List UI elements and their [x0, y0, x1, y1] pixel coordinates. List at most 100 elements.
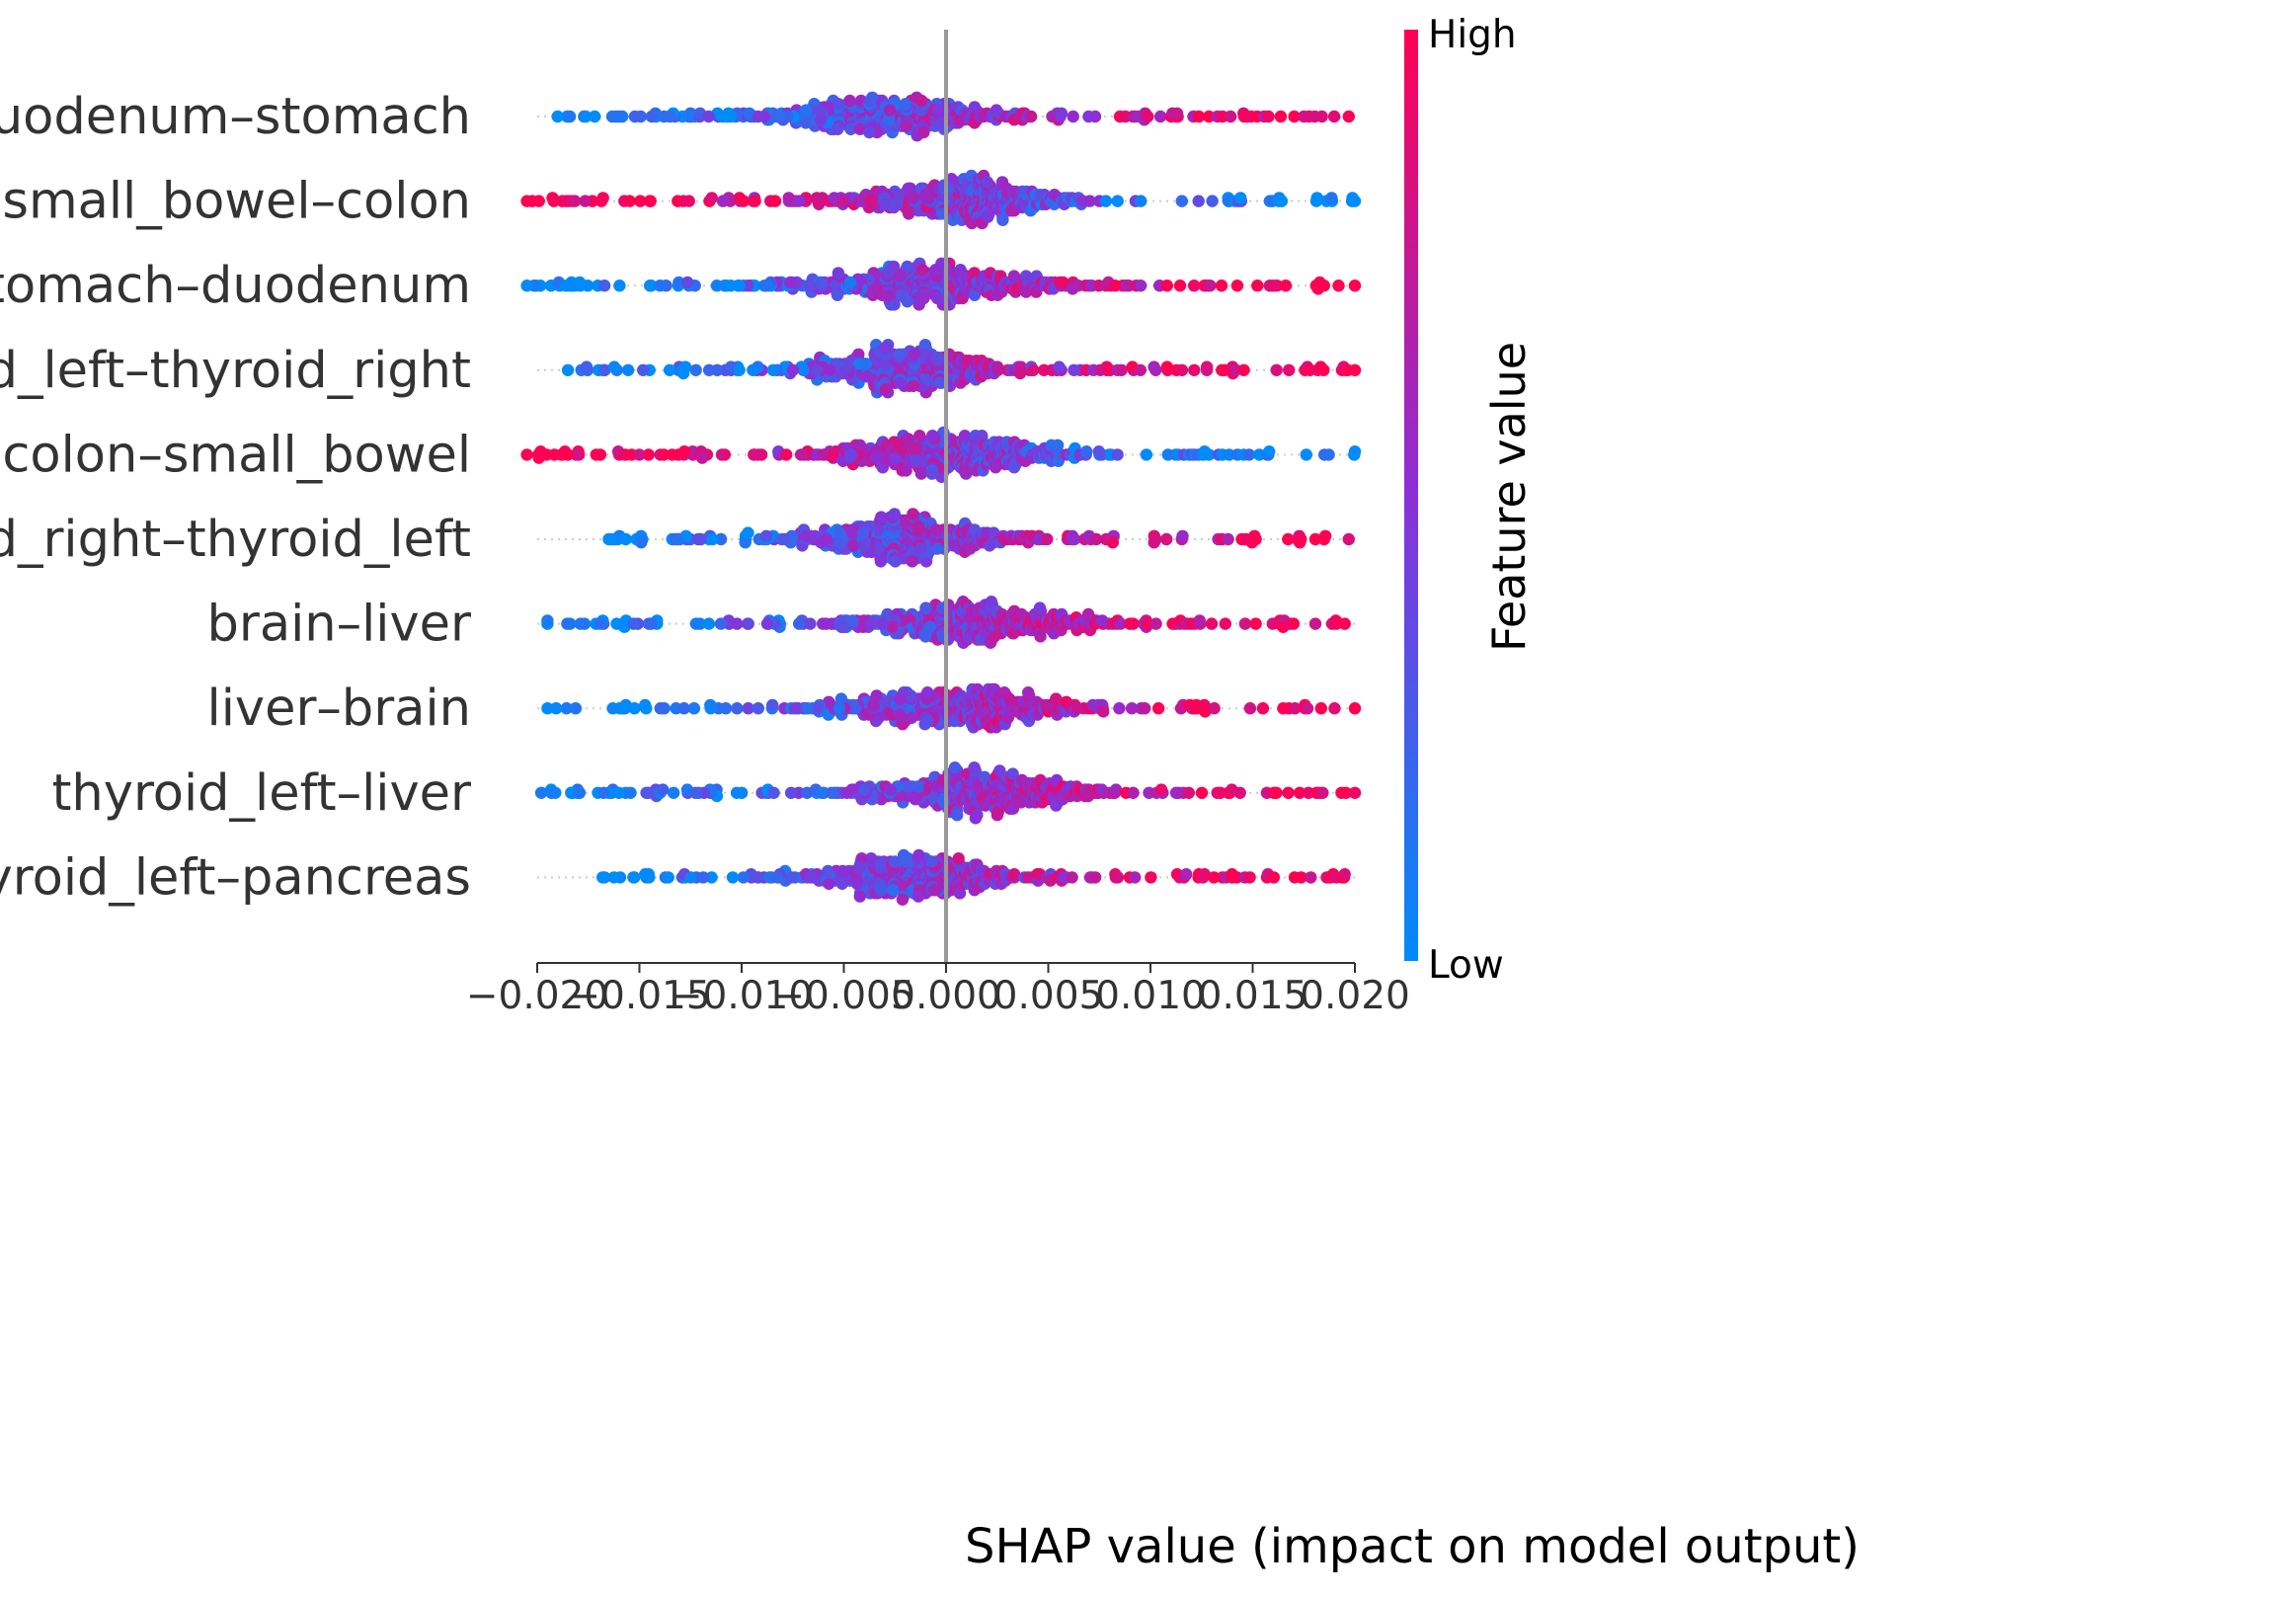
shap-point — [1242, 448, 1256, 461]
shap-point — [1262, 110, 1275, 123]
shap-point — [784, 786, 798, 799]
shap-point — [749, 448, 761, 461]
shap-point — [1234, 192, 1247, 204]
shap-point — [598, 363, 611, 376]
shap-point — [1115, 363, 1128, 376]
shap-point — [654, 279, 667, 292]
shap-point — [911, 780, 924, 793]
shap-point — [640, 786, 653, 799]
shap-point — [1188, 279, 1201, 292]
shap-point — [733, 279, 746, 292]
shap-point — [1024, 110, 1038, 123]
shap-point — [833, 526, 846, 539]
shap-point — [799, 117, 813, 129]
shap-point — [1328, 702, 1341, 715]
shap-point — [1348, 786, 1362, 799]
shap-point — [590, 448, 602, 461]
shap-point — [731, 702, 744, 715]
shap-point — [982, 210, 994, 223]
shap-point — [534, 786, 548, 799]
shap-point — [820, 617, 832, 630]
shap-point — [1200, 360, 1214, 373]
shap-point — [801, 702, 814, 715]
shap-point — [1342, 110, 1356, 123]
shap-point — [895, 288, 909, 301]
shap-point — [1051, 439, 1065, 451]
shap-point — [682, 195, 695, 207]
shap-point — [860, 370, 874, 383]
shap-point — [931, 291, 944, 305]
shap-point — [1204, 279, 1217, 292]
shap-point — [731, 617, 744, 630]
shap-point — [672, 448, 685, 461]
shap-point — [1111, 448, 1124, 461]
shap-point — [1243, 702, 1257, 715]
shap-point — [901, 260, 913, 274]
shap-point — [1175, 195, 1189, 207]
shap-point — [815, 276, 828, 289]
shap-point — [907, 379, 920, 392]
shap-point — [541, 702, 554, 715]
shap-point — [804, 617, 817, 630]
shap-point — [561, 363, 575, 376]
shap-point — [672, 195, 684, 207]
shap-point — [1282, 786, 1295, 799]
shap-point — [1305, 871, 1317, 884]
shap-point — [1294, 536, 1306, 549]
shap-point — [663, 363, 676, 376]
shap-point — [1145, 871, 1157, 884]
shap-point — [737, 195, 751, 207]
feature-points — [520, 257, 1362, 311]
shap-point — [1318, 529, 1332, 542]
shap-point — [900, 464, 912, 477]
shap-point — [635, 536, 648, 549]
shap-point — [1099, 195, 1113, 207]
shap-point — [1205, 617, 1219, 630]
shap-point — [1127, 617, 1140, 630]
shap-point — [677, 702, 690, 715]
shap-point — [627, 617, 640, 630]
shap-point — [619, 532, 632, 546]
shap-point — [1066, 871, 1078, 884]
shap-point — [870, 451, 883, 464]
shap-point — [893, 348, 906, 360]
shap-point — [774, 110, 787, 123]
shap-point — [1342, 532, 1356, 546]
shap-point — [926, 430, 939, 442]
shap-point — [1080, 445, 1093, 458]
shap-point — [874, 555, 888, 568]
shap-point — [932, 104, 945, 117]
shap-point — [1111, 871, 1125, 884]
shap-point — [1224, 110, 1237, 123]
shap-point — [921, 686, 934, 699]
shap-point — [840, 786, 853, 799]
shap-point — [782, 192, 795, 204]
shap-point — [860, 358, 873, 370]
shap-point — [968, 761, 981, 774]
shap-point — [633, 448, 646, 461]
shap-point — [1170, 107, 1184, 120]
shap-point — [793, 617, 806, 630]
shap-point — [843, 276, 856, 289]
feature-points — [541, 682, 1362, 734]
shap-point — [857, 783, 871, 796]
shap-point — [613, 279, 626, 292]
shap-point — [1203, 448, 1216, 461]
shap-point — [742, 526, 754, 539]
shap-point — [846, 614, 859, 627]
shap-point — [1106, 536, 1120, 549]
shap-point — [883, 114, 896, 126]
shap-point — [1256, 702, 1270, 715]
shap-point — [883, 104, 896, 117]
shap-point — [714, 617, 728, 630]
shap-point — [597, 279, 611, 292]
shap-point — [1067, 110, 1079, 123]
shap-point — [1154, 783, 1168, 796]
shap-point — [784, 276, 797, 289]
shap-point — [759, 529, 773, 542]
shap-point — [843, 94, 856, 108]
shap-point — [637, 363, 650, 376]
shap-point — [702, 617, 716, 630]
shap-point — [801, 786, 814, 799]
